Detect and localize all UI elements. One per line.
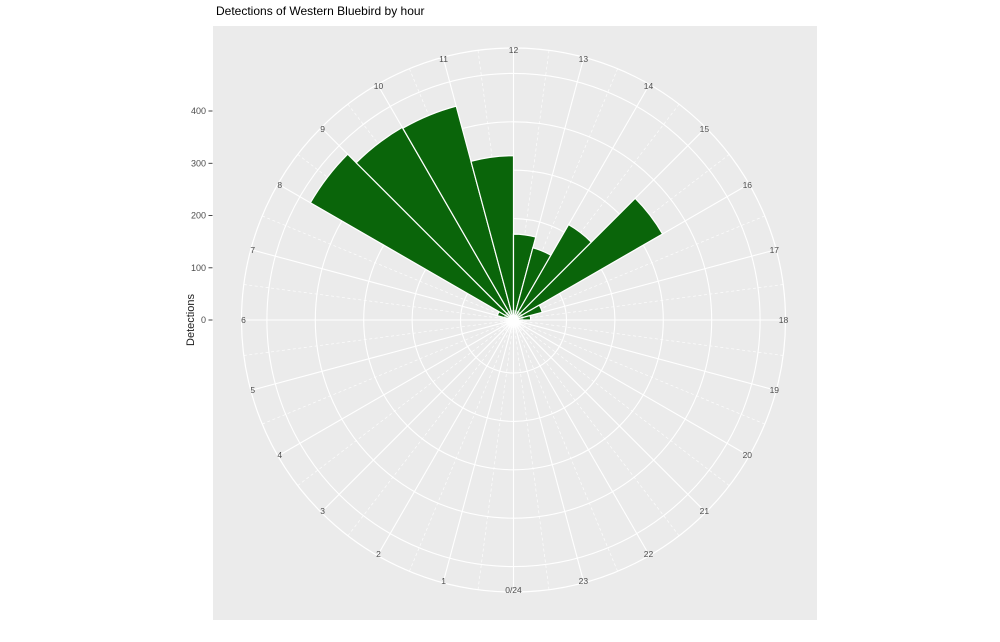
grid-spoke-halfhour-2.5 xyxy=(347,323,511,536)
grid-spoke-halfhour-18.5 xyxy=(518,320,784,356)
grid-spoke-halfhour-4.5 xyxy=(262,321,510,425)
hour-label-0-24: 0/24 xyxy=(505,585,522,595)
hour-label-18: 18 xyxy=(779,315,789,325)
y-tick-label-200: 200 xyxy=(191,211,206,221)
hour-label-11: 11 xyxy=(439,54,448,64)
hour-label-3: 3 xyxy=(320,506,325,516)
y-tick-label-300: 300 xyxy=(191,158,206,168)
hour-label-8: 8 xyxy=(277,180,282,190)
bar-hour-10 xyxy=(401,105,515,321)
y-axis-title: Detections xyxy=(185,294,197,346)
grid-spoke-hour-21 xyxy=(516,323,707,513)
bar-hour-9 xyxy=(355,126,515,321)
hour-label-17: 17 xyxy=(770,245,780,255)
hour-label-5: 5 xyxy=(250,385,255,395)
grid-spoke-hour-5 xyxy=(250,320,509,391)
center-dot xyxy=(508,314,519,326)
hour-label-13: 13 xyxy=(579,54,589,64)
hour-label-9: 9 xyxy=(320,124,325,134)
grid-spoke-hour-7 xyxy=(250,249,509,320)
hour-label-16: 16 xyxy=(743,180,753,190)
grid-spoke-halfhour-3.5 xyxy=(297,322,510,486)
bar-hour-15 xyxy=(513,197,664,321)
hour-label-22: 22 xyxy=(644,549,654,559)
bar-hour-11 xyxy=(470,155,515,321)
grid-spoke-halfhour-19.5 xyxy=(517,321,765,425)
grid-spoke-halfhour-7.5 xyxy=(262,215,510,319)
grid-spoke-halfhour-21.5 xyxy=(516,323,680,536)
hour-label-23: 23 xyxy=(579,576,589,586)
hour-label-1: 1 xyxy=(441,576,446,586)
plot-title: Detections of Western Bluebird by hour xyxy=(216,4,425,18)
grid-spoke-hour-17 xyxy=(518,249,777,320)
hour-label-21: 21 xyxy=(700,506,710,516)
grid-spoke-halfhour-1.5 xyxy=(409,324,512,572)
grid-spoke-hour-22 xyxy=(515,324,650,556)
y-tick-label-400: 400 xyxy=(191,106,206,116)
grid-spoke-halfhour-6.5 xyxy=(243,284,509,320)
hour-label-2: 2 xyxy=(376,549,381,559)
hour-label-19: 19 xyxy=(770,385,780,395)
grid-spoke-hour-1 xyxy=(442,324,513,583)
grid-spoke-hour-3 xyxy=(320,323,511,513)
grid-spoke-hour-20 xyxy=(517,322,750,457)
grid-spoke-halfhour-17.5 xyxy=(518,284,784,320)
grid-spoke-hour-4 xyxy=(277,322,510,457)
y-tick-label-0: 0 xyxy=(201,315,206,325)
hour-label-14: 14 xyxy=(644,81,654,91)
hour-label-7: 7 xyxy=(250,245,255,255)
y-tick-label-100: 100 xyxy=(191,263,206,273)
grid-spoke-halfhour-23.5 xyxy=(513,324,550,590)
hour-label-12: 12 xyxy=(509,45,519,55)
hour-label-20: 20 xyxy=(743,450,753,460)
grid-spoke-halfhour-16.5 xyxy=(517,215,765,319)
hour-label-15: 15 xyxy=(700,124,710,134)
hour-label-10: 10 xyxy=(374,81,384,91)
bar-hour-16 xyxy=(513,304,543,321)
grid-spoke-hour-23 xyxy=(514,324,585,583)
grid-spoke-halfhour-0.5 xyxy=(477,324,514,590)
grid-spoke-halfhour-20.5 xyxy=(517,322,730,486)
grid-spoke-hour-19 xyxy=(518,320,777,391)
grid-spoke-halfhour-22.5 xyxy=(515,324,618,572)
bar-hour-8 xyxy=(309,153,514,321)
hour-label-6: 6 xyxy=(241,315,246,325)
hour-label-4: 4 xyxy=(277,450,282,460)
grid-spoke-halfhour-5.5 xyxy=(243,320,509,356)
grid-spoke-hour-2 xyxy=(377,324,512,556)
